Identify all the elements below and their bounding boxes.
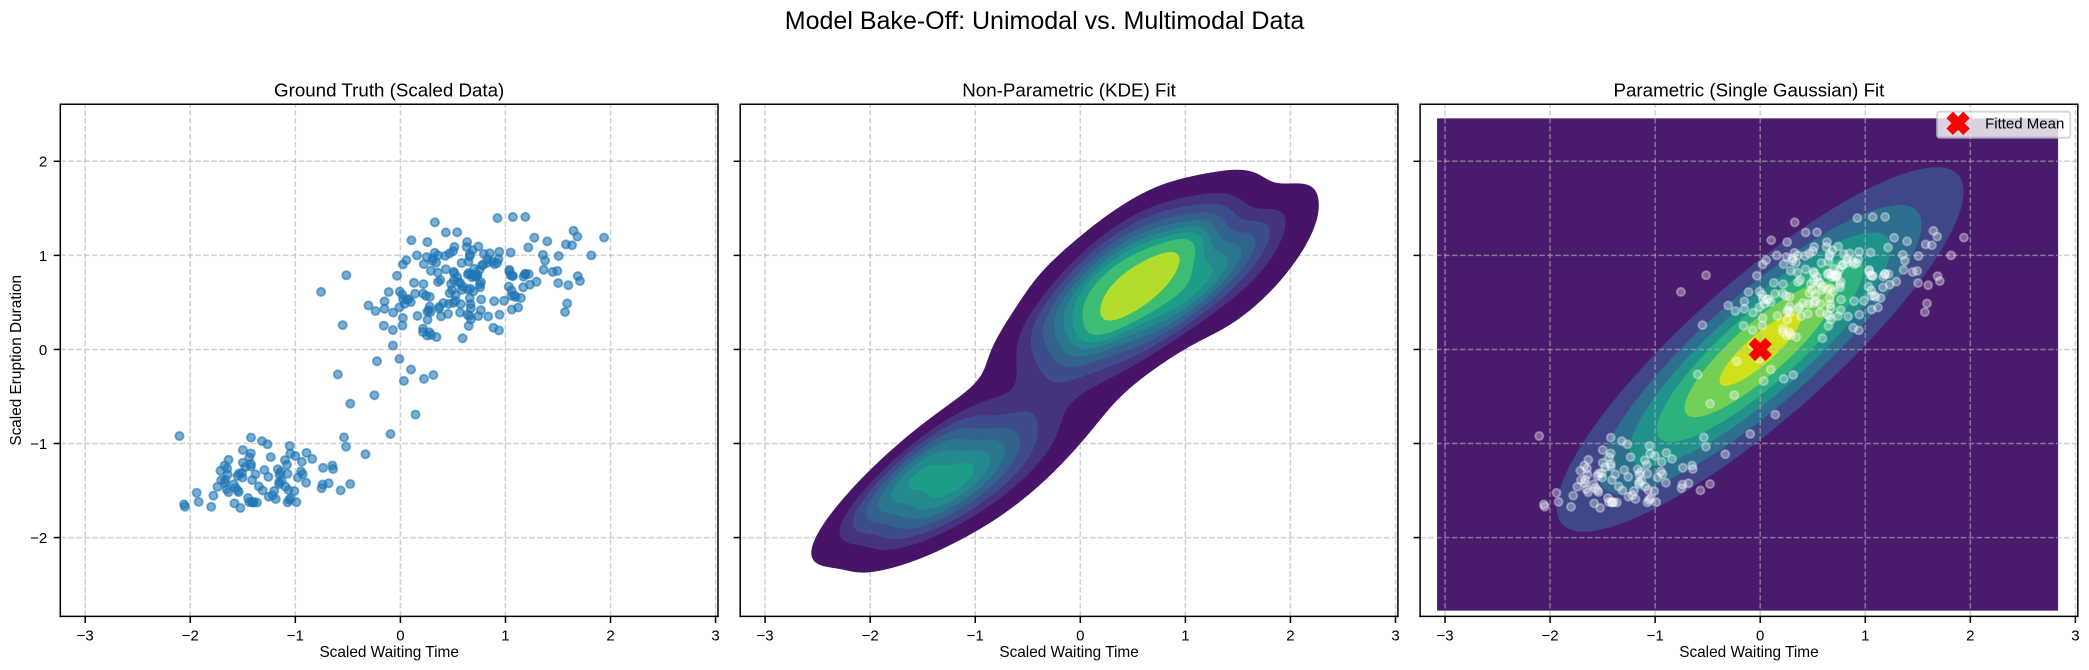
svg-text:1: 1: [39, 248, 47, 265]
svg-text:1: 1: [501, 627, 509, 644]
svg-text:Scaled Waiting Time: Scaled Waiting Time: [999, 644, 1138, 661]
svg-text:−3: −3: [77, 627, 94, 644]
svg-text:3: 3: [2071, 627, 2079, 644]
svg-text:−1: −1: [287, 627, 304, 644]
svg-text:−2: −2: [30, 530, 47, 547]
svg-text:2: 2: [1966, 627, 1974, 644]
svg-text:−2: −2: [862, 627, 879, 644]
svg-text:1: 1: [1181, 627, 1189, 644]
svg-text:−2: −2: [182, 627, 199, 644]
svg-text:3: 3: [711, 627, 719, 644]
svg-text:2: 2: [606, 627, 614, 644]
svg-text:−1: −1: [967, 627, 984, 644]
svg-text:Scaled Waiting Time: Scaled Waiting Time: [319, 644, 458, 661]
svg-text:Scaled Waiting Time: Scaled Waiting Time: [1679, 644, 1818, 661]
svg-text:1: 1: [1861, 627, 1869, 644]
svg-text:3: 3: [1391, 627, 1399, 644]
svg-text:−1: −1: [1647, 627, 1664, 644]
svg-text:Scaled Eruption Duration: Scaled Eruption Duration: [8, 275, 25, 446]
svg-text:0: 0: [1076, 627, 1084, 644]
svg-text:Non-Parametric (KDE) Fit: Non-Parametric (KDE) Fit: [962, 80, 1176, 101]
svg-text:Model Bake-Off: Unimodal vs. M: Model Bake-Off: Unimodal vs. Multimodal …: [785, 7, 1305, 35]
svg-text:0: 0: [396, 627, 404, 644]
svg-text:−3: −3: [757, 627, 774, 644]
svg-text:Fitted Mean: Fitted Mean: [1985, 116, 2064, 133]
svg-text:−1: −1: [30, 436, 47, 453]
svg-text:−3: −3: [1436, 627, 1453, 644]
svg-text:2: 2: [1286, 627, 1294, 644]
svg-text:0: 0: [1756, 627, 1764, 644]
svg-text:−2: −2: [1542, 627, 1559, 644]
svg-text:Parametric (Single Gaussian) F: Parametric (Single Gaussian) Fit: [1613, 80, 1885, 101]
svg-text:2: 2: [39, 154, 47, 171]
svg-text:Ground Truth (Scaled Data): Ground Truth (Scaled Data): [274, 80, 504, 101]
svg-text:0: 0: [39, 342, 47, 359]
